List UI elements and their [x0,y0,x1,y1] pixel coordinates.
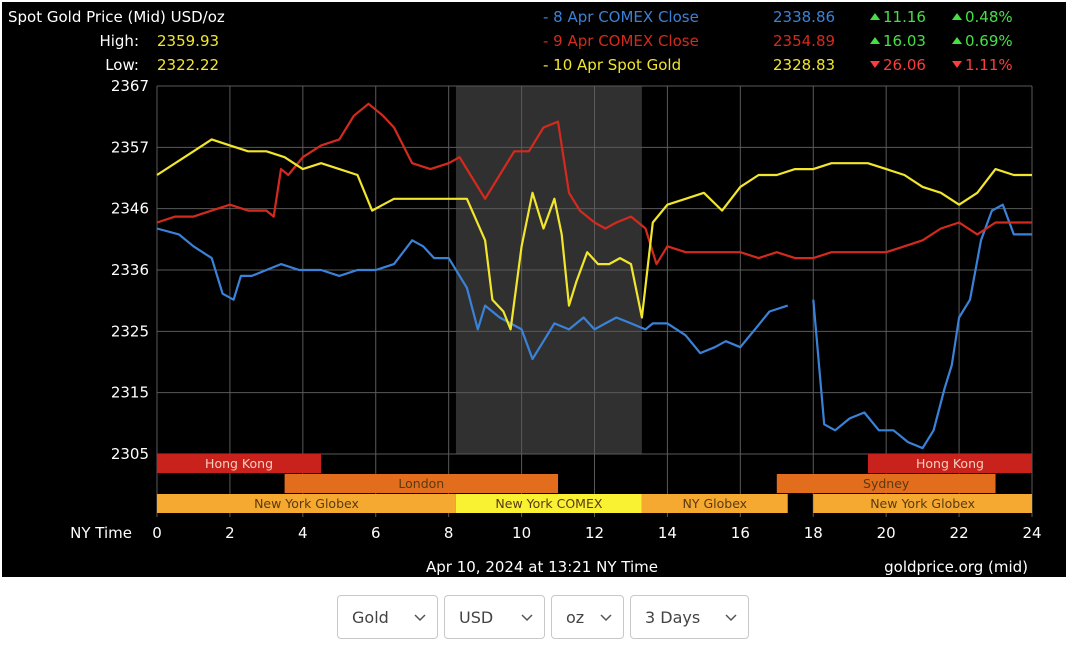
legend-percent: 0.69% [965,32,1013,50]
up-arrow-icon [870,37,880,44]
metal-select-value: Gold [352,607,389,627]
series-line [156,138,1032,331]
y-tick-label: 2325 [111,322,149,340]
session-label: NY Globex [683,496,748,511]
x-tick-label: 24 [1022,524,1041,542]
legend-price: 2338.86 [773,8,835,26]
low-label: Low: [105,56,139,74]
session-label: Sydney [863,476,910,491]
x-tick-label: 20 [877,524,896,542]
chart-title: Spot Gold Price (Mid) USD/oz [8,8,225,26]
legend-entry: - 8 Apr COMEX Close [543,8,699,26]
chart-svg: 2367 2357 2346 2336 2325 2315 2305 Hong Kong Hon… [8,8,1042,576]
down-arrow-icon [870,61,880,68]
session-label: Hong Kong [205,456,273,471]
session-label: London [398,476,444,491]
unit-select[interactable]: oz [551,595,624,639]
high-label: High: [99,32,139,50]
y-tick-label: 2315 [111,384,149,402]
timestamp-footer: Apr 10, 2024 at 13:21 NY Time [426,558,658,576]
series-line [156,203,1032,450]
range-select-value: 3 Days [645,607,701,627]
session-bar [157,494,456,513]
x-tick-label: 0 [152,524,162,542]
legend-entry: - 9 Apr COMEX Close [543,32,699,50]
y-tick-label: 2346 [111,200,149,218]
up-arrow-icon [952,13,962,20]
legend-price: 2328.83 [773,56,835,74]
up-arrow-icon [870,13,880,20]
session-bar [284,474,559,493]
source-credit: goldprice.org (mid) [884,558,1028,576]
x-tick-label: 16 [731,524,750,542]
chevron-down-icon [521,614,533,622]
x-tick-label: 18 [804,524,823,542]
legend-change: 11.16 [883,8,926,26]
range-select[interactable]: 3 Days [630,595,749,639]
session-bar [455,494,642,513]
y-tick-label: 2357 [111,138,149,156]
session-label: New York COMEX [495,496,602,511]
legend-price: 2354.89 [773,32,835,50]
currency-select-value: USD [459,607,494,627]
x-axis-label: NY Time [70,524,132,542]
chevron-down-icon [600,614,612,622]
session-bar [867,454,1032,473]
session-bar [813,494,1032,513]
high-value: 2359.93 [157,32,219,50]
legend-change: 26.06 [883,56,926,74]
legend-entry: - 10 Apr Spot Gold [543,56,681,74]
x-tick-label: 14 [658,524,677,542]
session-label: Hong Kong [916,456,984,471]
x-tick-label: 22 [950,524,969,542]
legend-percent: 0.48% [965,8,1013,26]
gold-price-chart: 2367 2357 2346 2336 2325 2315 2305 Hong Kong Hon… [2,2,1066,577]
legend-change: 16.03 [883,32,926,50]
low-value: 2322.22 [157,56,219,74]
chevron-down-icon [414,614,426,622]
session-label: New York Globex [254,496,359,511]
x-tick-label: 12 [585,524,604,542]
chevron-down-icon [725,614,737,622]
y-tick-label: 2367 [111,77,149,95]
series-line [156,102,1032,266]
x-tick-label: 8 [444,524,454,542]
session-bar [157,454,322,473]
session-label: New York Globex [870,496,975,511]
session-bar [641,494,788,513]
x-tick-label: 10 [512,524,531,542]
x-tick-label: 4 [298,524,308,542]
metal-select[interactable]: Gold [337,595,438,639]
session-bar [776,474,996,493]
unit-select-value: oz [566,607,585,627]
y-tick-label: 2336 [111,261,149,279]
y-tick-label: 2305 [111,445,149,463]
x-tick-label: 6 [371,524,381,542]
legend-percent: 1.11% [965,56,1013,74]
up-arrow-icon [952,37,962,44]
currency-select[interactable]: USD [444,595,545,639]
x-tick-label: 2 [225,524,235,542]
down-arrow-icon [952,61,962,68]
